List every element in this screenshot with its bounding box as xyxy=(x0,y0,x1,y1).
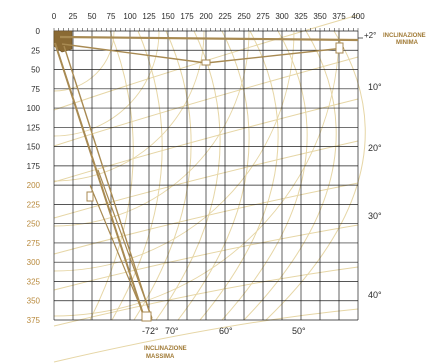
maximum-arm-brace-b xyxy=(97,169,153,319)
y-tick-label: 175 xyxy=(27,162,41,171)
x-tick-label: 400 xyxy=(351,12,365,21)
reach-curve-horizontal xyxy=(53,98,359,183)
y-tick-label: 0 xyxy=(36,27,41,36)
maximum-arm-bucket xyxy=(141,311,152,322)
right-angle-label-10: 10° xyxy=(368,82,382,92)
y-tick-label: 375 xyxy=(27,316,41,325)
reach-arc xyxy=(53,30,160,137)
y-tick-label: 75 xyxy=(31,85,40,94)
y-tick-label: 300 xyxy=(27,258,41,267)
y-tick-label: 350 xyxy=(27,297,41,306)
reach-curve-vertical xyxy=(155,30,221,321)
reach-arc xyxy=(53,30,205,182)
y-tick-label: 250 xyxy=(27,220,41,229)
x-tick-label: 350 xyxy=(313,12,327,21)
minimum-arm-bucket xyxy=(335,42,344,54)
x-tick-label: 125 xyxy=(142,12,156,21)
x-tick-label: 325 xyxy=(294,12,308,21)
minimum-arm-lower xyxy=(61,43,207,64)
minimum-arm-brace xyxy=(205,47,345,64)
bottom-angle-label-60: 60° xyxy=(219,326,233,336)
min-label-line1: INCLINAZIONE xyxy=(383,33,426,39)
minimum-arm-joint xyxy=(201,59,211,66)
reach-arc xyxy=(53,30,115,92)
right-angle-label-30: 30° xyxy=(368,211,382,221)
x-tick-label: 375 xyxy=(332,12,346,21)
min-label-line2: MINIMA xyxy=(396,40,419,46)
bottom-angle-label-70: 70° xyxy=(165,326,179,336)
reach-curve-vertical xyxy=(221,30,308,321)
x-tick-label: 200 xyxy=(199,12,213,21)
bottom-angle-label-50: 50° xyxy=(292,326,306,336)
y-tick-label: 150 xyxy=(27,143,41,152)
y-tick-label: 50 xyxy=(31,66,40,75)
boom-arms xyxy=(53,30,359,322)
reach-curve-horizontal xyxy=(53,266,359,327)
reach-curve-horizontal xyxy=(53,140,359,219)
x-tick-label: 50 xyxy=(88,12,97,21)
max-angle-label: -72° xyxy=(142,326,159,336)
minimum-arm-upper xyxy=(59,35,359,42)
x-tick-label: 25 xyxy=(69,12,78,21)
max-label-line2: MASSIMA xyxy=(146,354,175,360)
x-axis-ticks: 0 25 50 75 100 125 150 175 200 225 250 275 300 325 350… xyxy=(52,12,365,21)
x-tick-label: 175 xyxy=(180,12,194,21)
y-tick-label: 125 xyxy=(27,123,41,132)
y-tick-label: 225 xyxy=(27,200,41,209)
reach-curve-vertical xyxy=(265,30,366,321)
reach-curves xyxy=(53,14,366,363)
right-angle-label-20: 20° xyxy=(368,143,382,153)
maximum-arm-outer xyxy=(54,42,146,321)
x-tick-label: 250 xyxy=(237,12,251,21)
reach-curve-horizontal xyxy=(53,224,359,291)
reach-curve-horizontal xyxy=(53,308,359,363)
maximum-arm-joint xyxy=(86,191,94,202)
reach-arc xyxy=(53,30,295,272)
y-tick-label: 25 xyxy=(31,46,40,55)
y-tick-label: 275 xyxy=(27,239,41,248)
max-label-line1: INCLINAZIONE xyxy=(144,346,187,352)
x-tick-label: 225 xyxy=(218,12,232,21)
x-tick-label: 0 xyxy=(52,12,57,21)
y-tick-label: 200 xyxy=(27,181,41,190)
x-tick-label: 150 xyxy=(161,12,175,21)
y-tick-label: 100 xyxy=(27,104,41,113)
reach-curve-horizontal xyxy=(53,182,359,255)
reach-curve-vertical xyxy=(89,30,134,321)
reach-curve-vertical xyxy=(177,30,250,321)
x-tick-label: 300 xyxy=(275,12,289,21)
x-tick-label: 275 xyxy=(256,12,270,21)
y-axis-ticks: 0 25 50 75 100 125 150 175 200 225 250 275 300 325 350… xyxy=(27,27,41,325)
grid xyxy=(53,28,363,321)
right-angle-label-40: 40° xyxy=(368,290,382,300)
x-tick-label: 100 xyxy=(123,12,137,21)
maximum-arm-inner xyxy=(63,45,153,321)
reach-arc xyxy=(53,30,340,317)
maximum-arm-brace-a xyxy=(89,184,146,319)
min-angle-label: +2° xyxy=(364,31,376,40)
reach-curve-vertical xyxy=(199,30,279,321)
y-tick-label: 325 xyxy=(27,277,41,286)
reach-curve-vertical xyxy=(243,30,337,321)
x-tick-label: 75 xyxy=(107,12,116,21)
